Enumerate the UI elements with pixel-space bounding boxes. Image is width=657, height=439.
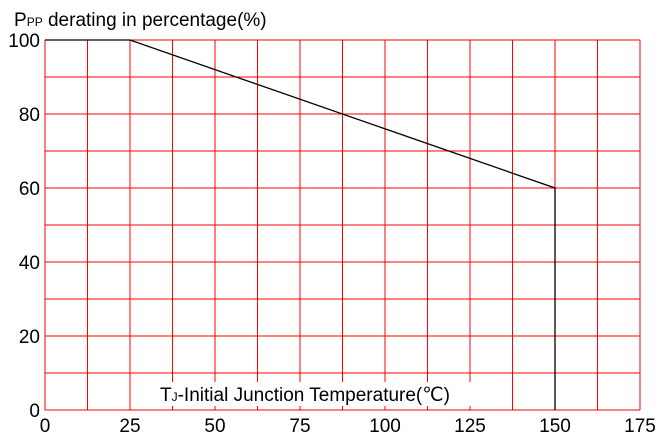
y-tick-labels: 0 20 40 60 80 100 bbox=[8, 31, 40, 422]
x-tick-label: 25 bbox=[119, 416, 140, 437]
x-tick-label: 0 bbox=[40, 416, 51, 437]
x-axis-label-background bbox=[152, 382, 492, 406]
x-axis-label: TJ-Initial Junction Temperature(℃) bbox=[160, 385, 450, 406]
x-tick-label: 175 bbox=[624, 416, 656, 437]
y-tick-label: 20 bbox=[19, 327, 40, 348]
x-tick-label: 50 bbox=[204, 416, 225, 437]
y-tick-label: 80 bbox=[19, 105, 40, 126]
series-group bbox=[45, 39, 556, 410]
x-tick-label: 150 bbox=[539, 416, 571, 437]
y-tick-label: 40 bbox=[19, 253, 40, 274]
y-axis-label: PPP derating in percentage(%) bbox=[14, 10, 267, 31]
y-tick-label: 60 bbox=[19, 179, 40, 200]
x-tick-label: 75 bbox=[289, 416, 310, 437]
grid bbox=[44, 39, 641, 411]
x-tick-labels: 0 25 50 75 100 125 150 175 bbox=[40, 416, 656, 437]
y-tick-label: 100 bbox=[8, 31, 40, 52]
y-tick-label: 0 bbox=[29, 401, 40, 422]
x-tick-label: 100 bbox=[369, 416, 401, 437]
series-line bbox=[45, 39, 556, 410]
x-tick-label: 125 bbox=[454, 416, 486, 437]
